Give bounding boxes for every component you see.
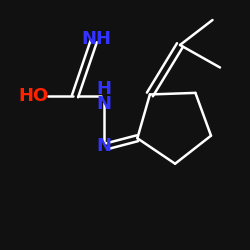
Text: N: N xyxy=(96,95,111,113)
Text: N: N xyxy=(96,137,111,155)
Text: H: H xyxy=(96,80,111,98)
Text: NH: NH xyxy=(81,30,111,48)
Text: HO: HO xyxy=(18,87,49,105)
